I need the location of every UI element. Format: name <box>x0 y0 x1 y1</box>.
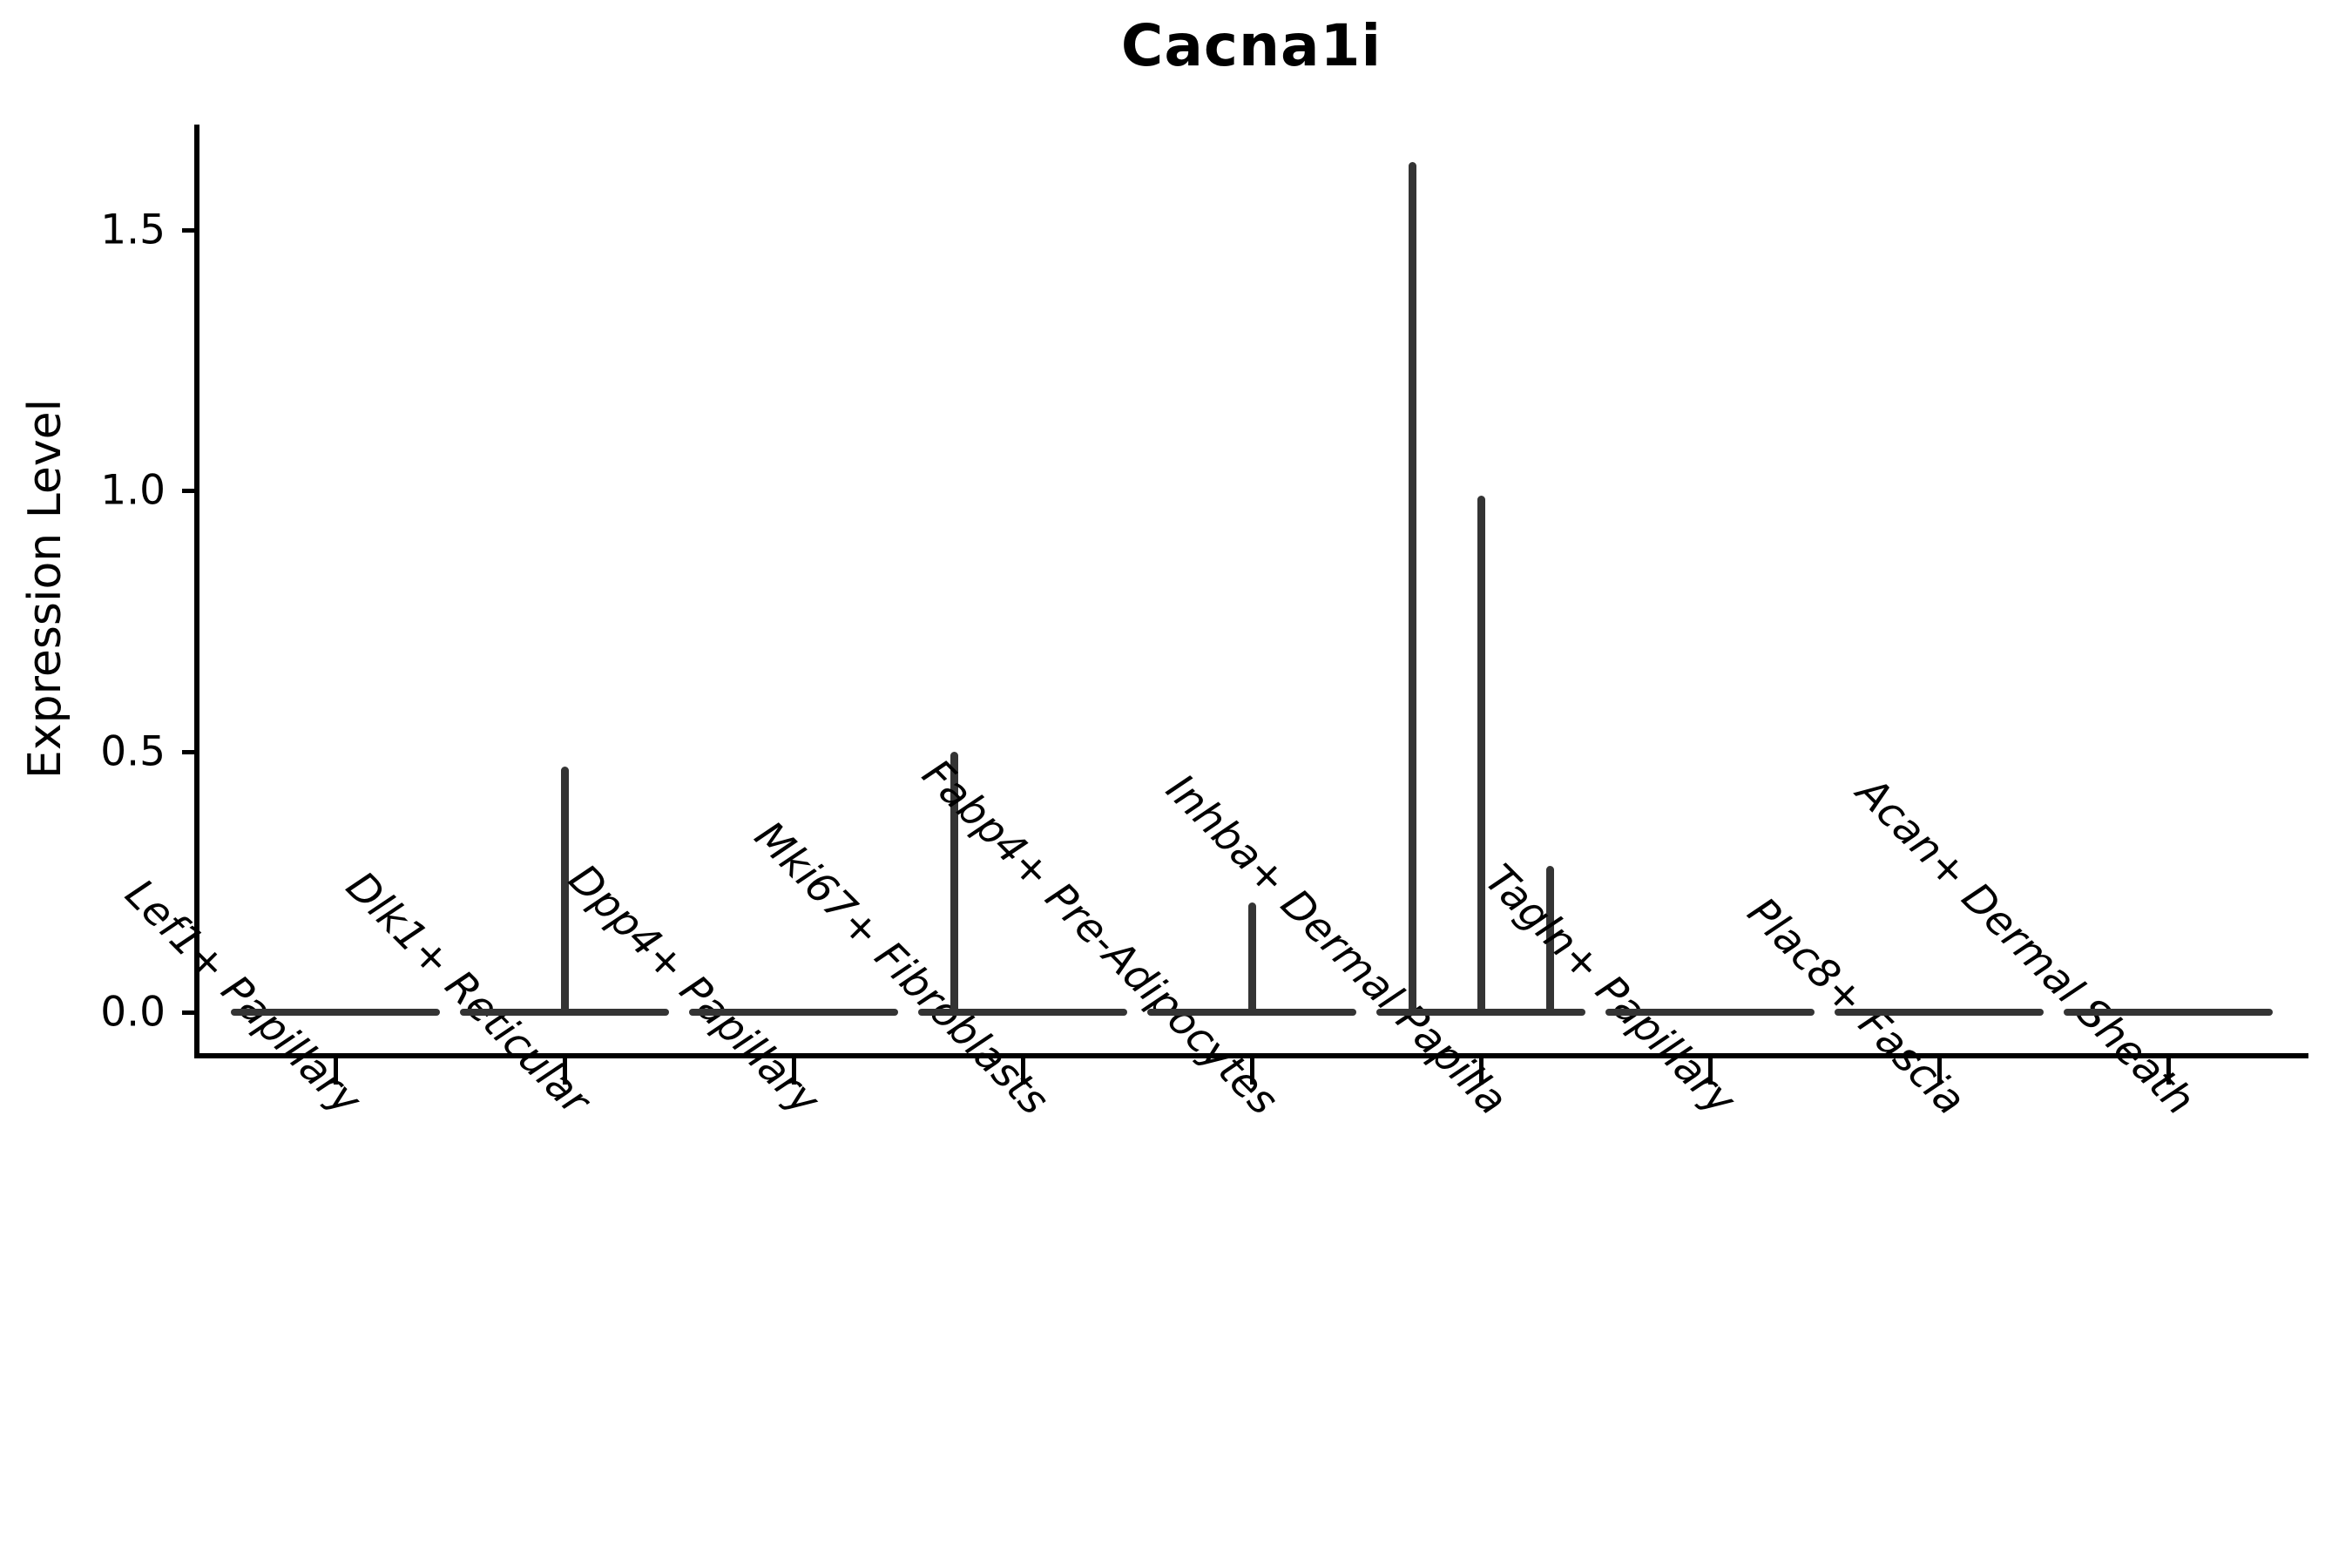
violin-baseline <box>689 1009 898 1016</box>
expression-spike <box>1477 495 1485 1016</box>
x-axis-category-label: Tagln+ Papillary <box>1476 855 1745 1125</box>
x-axis-category-label: Dlk1+ Reticular <box>337 862 599 1125</box>
expression-spike <box>1546 866 1554 1016</box>
x-axis-tick <box>792 1058 796 1085</box>
x-axis-tick <box>1937 1058 1942 1085</box>
x-axis-category-label: Plac8+ Fascia <box>1737 888 1974 1125</box>
y-axis-tick <box>182 489 197 493</box>
x-axis-tick <box>1021 1058 1025 1085</box>
expression-spike <box>561 767 569 1016</box>
x-axis-tick <box>2166 1058 2171 1085</box>
x-axis-spine <box>194 1053 2308 1058</box>
violin-baseline <box>231 1009 440 1016</box>
y-axis-tick-label: 0.0 <box>100 988 166 1037</box>
violin-baseline <box>1835 1009 2044 1016</box>
x-axis-tick <box>563 1058 567 1085</box>
x-axis-category-label: Dpp4+ Papillary <box>558 855 828 1125</box>
y-axis-label: Expression Level <box>19 398 71 780</box>
violin-baseline <box>2064 1009 2273 1016</box>
x-axis-tick <box>1479 1058 1484 1085</box>
violin-baseline <box>918 1009 1127 1016</box>
violin-baseline <box>1605 1009 1815 1016</box>
expression-spike <box>1409 161 1416 1016</box>
y-axis-tick-label: 1.5 <box>100 206 166 253</box>
y-axis-tick <box>182 1010 197 1015</box>
x-axis-tick <box>1708 1058 1713 1085</box>
chart-title: Cacna1i <box>1120 12 1382 79</box>
y-axis-tick <box>182 749 197 754</box>
y-axis-tick-label: 0.5 <box>100 727 166 775</box>
y-axis-tick-label: 1.0 <box>100 466 166 515</box>
x-axis-tick <box>334 1058 338 1085</box>
y-axis-spine <box>194 125 199 1058</box>
expression-spike <box>1248 902 1256 1016</box>
x-axis-tick <box>1250 1058 1254 1085</box>
expression-spike <box>950 751 958 1016</box>
y-axis-tick <box>182 227 197 233</box>
